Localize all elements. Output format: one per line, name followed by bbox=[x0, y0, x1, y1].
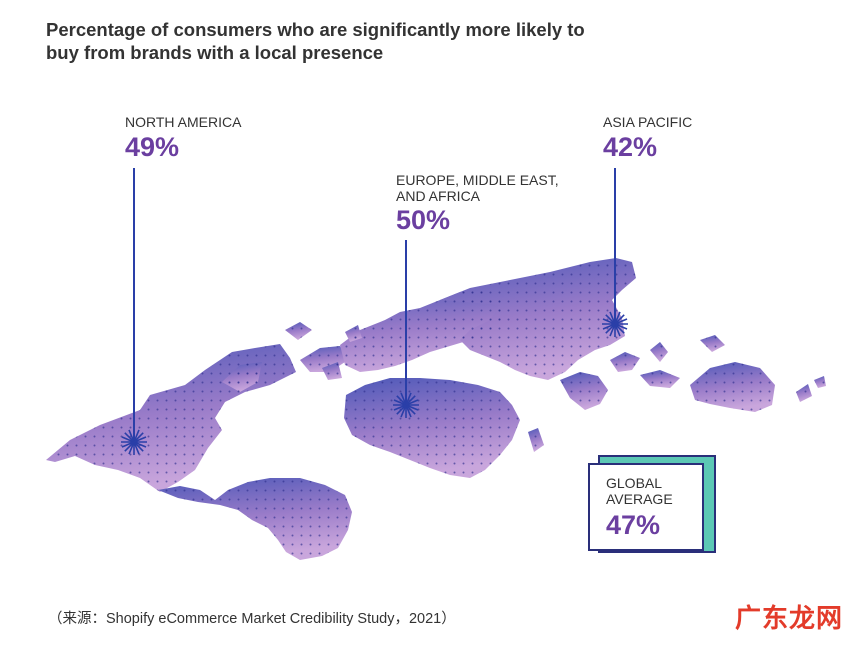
chart-title: Percentage of consumers who are signific… bbox=[46, 19, 585, 63]
location-marker-emea bbox=[393, 392, 419, 418]
source-note: （来源：Shopify eCommerce Market Credibility… bbox=[48, 611, 456, 627]
leader-lines bbox=[121, 168, 628, 455]
region-label-asia-pacific: ASIA PACIFIC bbox=[603, 114, 693, 130]
region-label-emea: EUROPE, MIDDLE EAST, AND AFRICA bbox=[396, 172, 559, 204]
region-value-emea: 50% bbox=[396, 205, 451, 235]
watermark: 广东龙网 bbox=[735, 604, 844, 634]
global-average-label-line1: GLOBAL bbox=[606, 475, 663, 491]
region-value-north-america: 49% bbox=[125, 132, 180, 162]
location-marker-asia-pacific bbox=[602, 311, 628, 337]
region-value-asia-pacific: 42% bbox=[603, 132, 658, 162]
location-marker-north-america bbox=[121, 429, 147, 455]
global-average-label-line2: AVERAGE bbox=[606, 491, 673, 507]
global-average-value: 47% bbox=[606, 510, 661, 540]
region-label-emea-line1: EUROPE, MIDDLE EAST, bbox=[396, 172, 559, 188]
global-average-box bbox=[588, 463, 704, 551]
global-average-label: GLOBAL AVERAGE bbox=[606, 475, 696, 507]
region-label-emea-line2: AND AFRICA bbox=[396, 188, 481, 204]
region-label-north-america: NORTH AMERICA bbox=[125, 114, 242, 130]
